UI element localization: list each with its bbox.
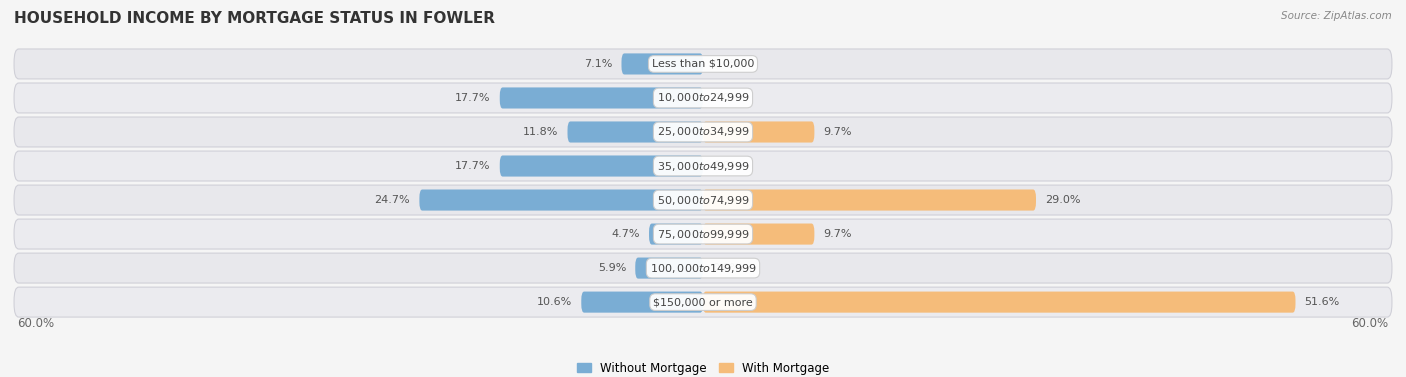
FancyBboxPatch shape: [581, 291, 703, 313]
Text: 9.7%: 9.7%: [824, 127, 852, 137]
FancyBboxPatch shape: [703, 291, 1295, 313]
FancyBboxPatch shape: [14, 151, 1392, 181]
Text: 0.0%: 0.0%: [713, 263, 741, 273]
Text: 29.0%: 29.0%: [1045, 195, 1081, 205]
Text: 24.7%: 24.7%: [374, 195, 411, 205]
Text: 5.9%: 5.9%: [598, 263, 626, 273]
FancyBboxPatch shape: [703, 224, 814, 245]
FancyBboxPatch shape: [14, 185, 1392, 215]
FancyBboxPatch shape: [499, 155, 703, 176]
Text: Less than $10,000: Less than $10,000: [652, 59, 754, 69]
FancyBboxPatch shape: [650, 224, 703, 245]
FancyBboxPatch shape: [568, 121, 703, 143]
FancyBboxPatch shape: [14, 49, 1392, 79]
Text: $100,000 to $149,999: $100,000 to $149,999: [650, 262, 756, 274]
Text: 4.7%: 4.7%: [612, 229, 640, 239]
Text: $35,000 to $49,999: $35,000 to $49,999: [657, 159, 749, 173]
Text: 0.0%: 0.0%: [713, 59, 741, 69]
Legend: Without Mortgage, With Mortgage: Without Mortgage, With Mortgage: [572, 357, 834, 377]
Text: $25,000 to $34,999: $25,000 to $34,999: [657, 126, 749, 138]
Text: 51.6%: 51.6%: [1305, 297, 1340, 307]
FancyBboxPatch shape: [14, 287, 1392, 317]
Text: $50,000 to $74,999: $50,000 to $74,999: [657, 193, 749, 207]
Text: Source: ZipAtlas.com: Source: ZipAtlas.com: [1281, 11, 1392, 21]
FancyBboxPatch shape: [14, 219, 1392, 249]
FancyBboxPatch shape: [703, 190, 1036, 211]
FancyBboxPatch shape: [419, 190, 703, 211]
FancyBboxPatch shape: [14, 83, 1392, 113]
Text: 60.0%: 60.0%: [17, 317, 55, 330]
FancyBboxPatch shape: [14, 253, 1392, 283]
Text: 7.1%: 7.1%: [583, 59, 612, 69]
Text: 60.0%: 60.0%: [1351, 317, 1389, 330]
Text: HOUSEHOLD INCOME BY MORTGAGE STATUS IN FOWLER: HOUSEHOLD INCOME BY MORTGAGE STATUS IN F…: [14, 11, 495, 26]
Text: 0.0%: 0.0%: [713, 161, 741, 171]
FancyBboxPatch shape: [499, 87, 703, 109]
FancyBboxPatch shape: [636, 257, 703, 279]
FancyBboxPatch shape: [14, 117, 1392, 147]
Text: 10.6%: 10.6%: [537, 297, 572, 307]
Text: 17.7%: 17.7%: [456, 161, 491, 171]
Text: 17.7%: 17.7%: [456, 93, 491, 103]
Text: 0.0%: 0.0%: [713, 93, 741, 103]
FancyBboxPatch shape: [621, 54, 703, 75]
FancyBboxPatch shape: [703, 121, 814, 143]
Text: 11.8%: 11.8%: [523, 127, 558, 137]
Text: 9.7%: 9.7%: [824, 229, 852, 239]
Text: $150,000 or more: $150,000 or more: [654, 297, 752, 307]
Text: $10,000 to $24,999: $10,000 to $24,999: [657, 92, 749, 104]
Text: $75,000 to $99,999: $75,000 to $99,999: [657, 228, 749, 241]
